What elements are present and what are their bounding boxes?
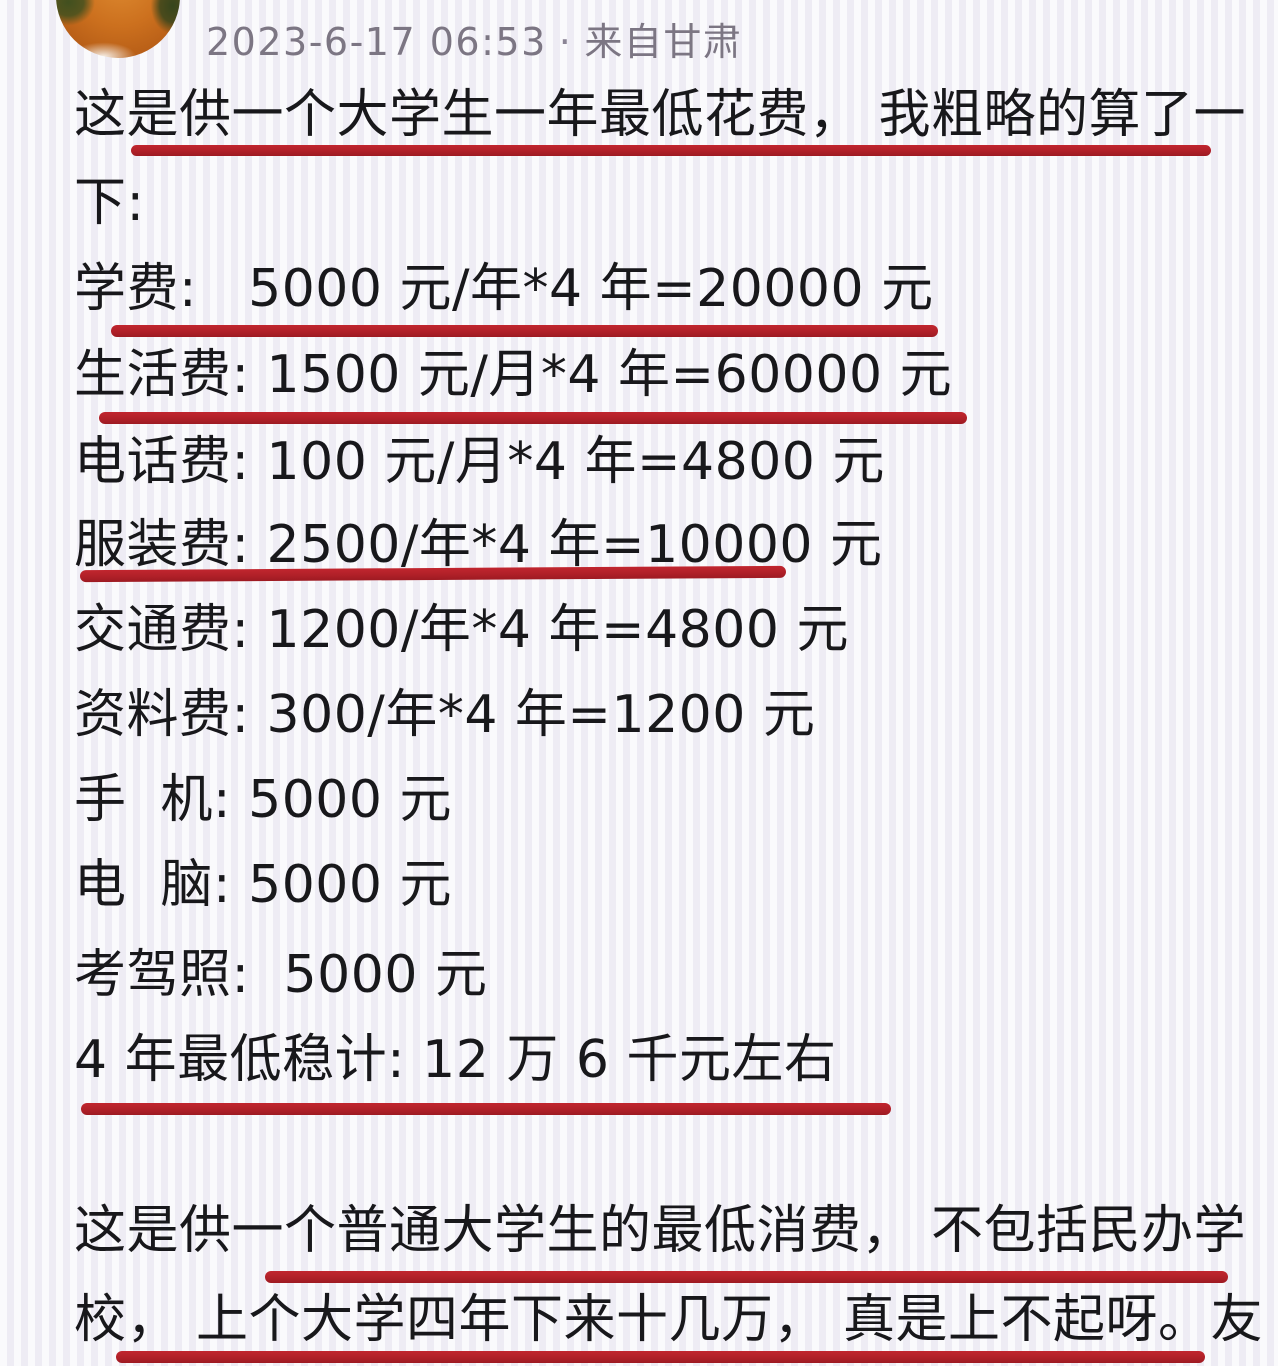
post-location[interactable]: 来自甘肃 bbox=[584, 20, 743, 64]
red-underline-living bbox=[99, 412, 967, 424]
red-underline-intro bbox=[131, 145, 1211, 156]
avatar[interactable] bbox=[56, 0, 180, 58]
line-tuition: 学费: 5000 元/年*4 年=20000 元 bbox=[74, 259, 934, 319]
post-meta: 2023-6-17 06:53 · 来自甘肃 bbox=[206, 20, 742, 64]
meta-separator-dot: · bbox=[558, 20, 573, 64]
timestamp: 2023-6-17 06:53 bbox=[206, 20, 547, 64]
line-outro-1: 这是供一个普通大学生的最低消费， 不包括民办学 bbox=[74, 1201, 1247, 1261]
red-underline-outro-2 bbox=[116, 1351, 1205, 1363]
line-intro-1: 这是供一个大学生一年最低花费， 我粗略的算了一 bbox=[74, 85, 1247, 145]
line-phone-fee: 电话费: 100 元/月*4 年=4800 元 bbox=[74, 432, 885, 492]
line-materials-fee: 资料费: 300/年*4 年=1200 元 bbox=[74, 685, 816, 745]
line-outro-2: 校， 上个大学四年下来十几万， 真是上不起呀。友 bbox=[74, 1290, 1264, 1350]
line-drivers-license: 考驾照: 5000 元 bbox=[74, 945, 488, 1005]
line-mobile-phone: 手 机: 5000 元 bbox=[74, 770, 452, 830]
line-four-year-total: 4 年最低稳计: 12 万 6 千元左右 bbox=[74, 1030, 837, 1090]
red-underline-total bbox=[81, 1103, 891, 1115]
line-clothing-fee: 服装费: 2500/年*4 年=10000 元 bbox=[74, 515, 883, 575]
red-underline-outro-1 bbox=[265, 1271, 1228, 1283]
line-intro-2: 下: bbox=[74, 173, 145, 233]
line-living-expense: 生活费: 1500 元/月*4 年=60000 元 bbox=[74, 345, 953, 405]
red-underline-tuition bbox=[111, 325, 938, 337]
line-computer: 电 脑: 5000 元 bbox=[74, 855, 452, 915]
line-transport-fee: 交通费: 1200/年*4 年=4800 元 bbox=[74, 600, 849, 660]
